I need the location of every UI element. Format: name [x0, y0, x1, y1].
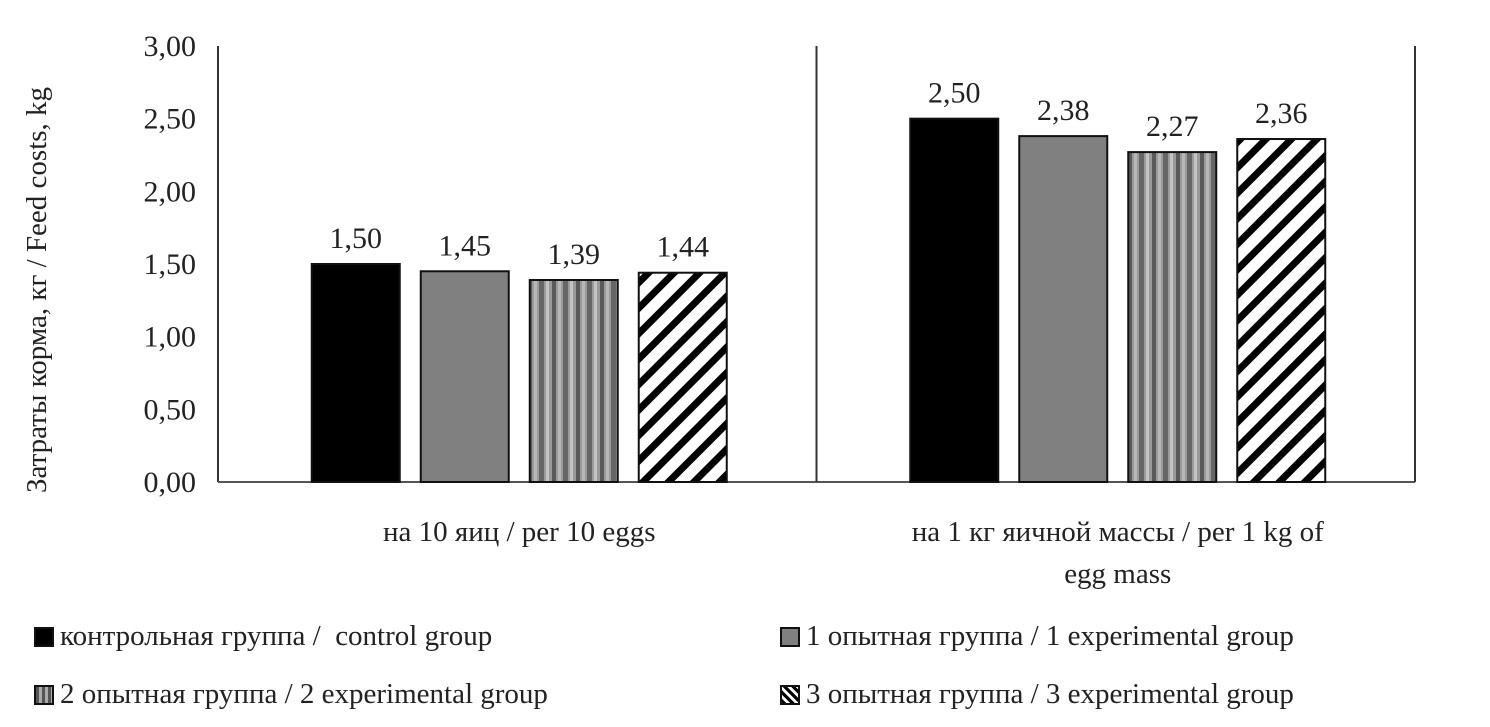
data-label: 1,39 [548, 238, 601, 271]
bar-solid-gray [1018, 135, 1109, 484]
bar-solid-black [909, 117, 1000, 484]
legend-label: 2 опытная группа / 2 experimental group [60, 678, 548, 710]
data-label: 1,50 [330, 222, 383, 255]
legend-item-exp1: 1 опытная группа / 1 experimental group [780, 620, 1294, 653]
bar-vertical-stripes [1127, 151, 1218, 484]
bar-vertical-stripes [528, 278, 619, 483]
y-tick-label: 3,00 [144, 30, 197, 63]
data-label: 1,44 [657, 231, 710, 264]
bar-chart: 0,00 0,50 1,00 1,50 2,00 2,50 3,00 1,50 1,45 1,3… [21, 30, 1416, 590]
y-axis-ticks: 0,00 0,50 1,00 1,50 2,00 2,50 3,00 [144, 30, 197, 499]
legend-swatch-solid-gray [780, 626, 800, 647]
legend-label: 3 опытная группа / 3 experimental group [806, 678, 1294, 710]
data-label: 1,45 [439, 229, 492, 262]
bar-diagonal-hatch [637, 271, 728, 483]
category-label: на 1 кг яичной массы / per 1 kg of [912, 516, 1324, 548]
legend-label: 1 опытная группа / 1 experimental group [806, 620, 1294, 652]
bar-solid-gray [419, 270, 510, 483]
legend-item-exp2: 2 опытная группа / 2 experimental group [34, 678, 548, 711]
legend-swatch-vertical-stripes [34, 684, 54, 705]
bars [310, 117, 1327, 484]
y-tick-label: 2,50 [144, 103, 197, 136]
y-tick-label: 2,00 [144, 175, 197, 208]
legend-swatch-solid-black [34, 626, 54, 647]
data-label: 2,50 [928, 77, 981, 110]
data-labels: 1,50 1,45 1,39 1,44 2,50 2,38 2,27 2,36 [330, 77, 1308, 271]
legend-swatch-diagonal-hatch [780, 684, 800, 705]
data-label: 2,36 [1255, 97, 1308, 130]
legend-item-exp3: 3 опытная группа / 3 experimental group [780, 678, 1294, 711]
data-label: 2,38 [1037, 94, 1090, 127]
bar-solid-black [310, 263, 401, 483]
legend-label: контрольная группа / control group [60, 620, 493, 652]
category-label: egg mass [1064, 558, 1171, 590]
bar-diagonal-hatch [1236, 138, 1327, 483]
y-tick-label: 0,00 [144, 466, 197, 499]
data-label: 2,27 [1146, 110, 1199, 143]
category-label: на 10 яиц / per 10 eggs [383, 516, 656, 548]
y-tick-label: 0,50 [144, 393, 197, 426]
y-tick-label: 1,00 [144, 321, 197, 354]
y-tick-label: 1,50 [144, 248, 197, 281]
y-axis-label: Затраты корма, кг / Feed costs, kg [21, 87, 53, 493]
legend-item-control: контрольная группа / control group [34, 620, 492, 653]
category-labels: на 10 яиц / per 10 eggs на 1 кг яичной ма… [383, 516, 1324, 590]
